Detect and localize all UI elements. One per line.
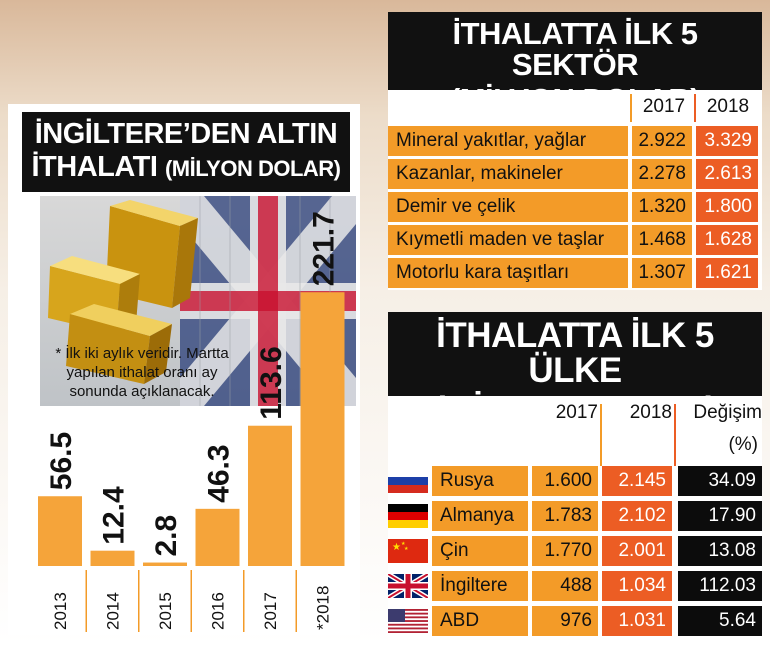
svg-text:★: ★ [401, 541, 406, 547]
country-name: İngiltere [432, 571, 528, 601]
gold-chart-footnote: * İlk iki aylık veridir. Martta yapılan … [55, 345, 229, 400]
bar [248, 425, 292, 566]
country-value-2017: 1.770 [532, 536, 598, 566]
countries-title-line1: İTHALATTA İLK 5 ÜLKE [436, 316, 714, 390]
bar-value-label: 46.3 [203, 444, 236, 502]
country-value-2018: 1.034 [602, 571, 672, 601]
gold-bar-chart: 56.5 2013 12.4 2014 2.8 2015 46.3 2016 113.6 2017… [38, 211, 345, 632]
country-value-2018: 1.031 [602, 606, 672, 636]
china-flag-icon: ★ ★★ [388, 539, 428, 563]
country-change-percent: 112.03 [678, 571, 762, 601]
sector-name: Kıymetli maden ve taşlar [388, 225, 628, 255]
bar [300, 292, 345, 566]
bar [38, 496, 82, 566]
svg-text:★: ★ [404, 546, 409, 552]
sector-row: Demir ve çelik 1.320 1.800 [388, 192, 762, 222]
sectors-title: İTHALATTA İLK 5 SEKTÖR (MİLYON DOLAR) [388, 12, 762, 115]
country-row: İngiltere 488 1.034 112.03 [388, 571, 762, 601]
countries-header-2017: 2017 [555, 402, 598, 423]
country-value-2018: 2.001 [602, 536, 672, 566]
countries-header-2018: 2018 [629, 402, 672, 423]
bar-value-label: 221.7 [308, 211, 341, 286]
bar-value-label: 56.5 [45, 432, 78, 490]
country-value-2017: 488 [532, 571, 598, 601]
countries-table: 2017 2018 Değişim (%) Rusya 1.600 2.145 34.… [388, 396, 762, 639]
sector-row: Kıymetli maden ve taşlar 1.468 1.628 [388, 225, 762, 255]
uk-flag-icon [388, 574, 428, 598]
country-value-2018: 2.145 [602, 466, 672, 496]
sectors-table: 2017 2018 Mineral yakıtlar, yağlar 2.922 3… [388, 90, 762, 290]
country-value-2017: 1.600 [532, 466, 598, 496]
bar-value-label: 12.4 [98, 486, 131, 545]
countries-header-change-unit: (%) [728, 434, 758, 455]
country-name: Çin [432, 536, 528, 566]
sector-value-2018: 2.613 [696, 159, 758, 189]
sector-row: Mineral yakıtlar, yağlar 2.922 3.329 [388, 126, 762, 156]
sector-row: Kazanlar, makineler 2.278 2.613 [388, 159, 762, 189]
bar-value-label: 113.6 [255, 346, 288, 419]
header-divider [674, 404, 676, 466]
sector-name: Kazanlar, makineler [388, 159, 628, 189]
svg-text:★: ★ [392, 542, 401, 553]
country-change-percent: 5.64 [678, 606, 762, 636]
sector-value-2018: 1.628 [696, 225, 758, 255]
bar-category-label: *2018 [314, 586, 333, 630]
bar-category-label: 2016 [209, 592, 228, 630]
sector-value-2018: 1.800 [696, 192, 758, 222]
gold-chart-title-line2: İTHALATI [31, 151, 158, 183]
sector-name: Mineral yakıtlar, yağlar [388, 126, 628, 156]
bar-category-label: 2015 [156, 592, 175, 630]
sector-value-2017: 1.307 [632, 258, 692, 288]
gold-chart-title-line1: İNGİLTERE’DEN ALTIN [34, 118, 338, 150]
sector-value-2017: 2.922 [632, 126, 692, 156]
sectors-title-line1: İTHALATTA İLK 5 SEKTÖR [452, 16, 698, 82]
bar-category-label: 2017 [261, 592, 280, 630]
country-name: Rusya [432, 466, 528, 496]
country-name: Almanya [432, 501, 528, 531]
sector-value-2017: 2.278 [632, 159, 692, 189]
gold-chart-title-unit: (MİLYON DOLAR) [164, 156, 341, 181]
sector-value-2017: 1.320 [632, 192, 692, 222]
country-value-2018: 2.102 [602, 501, 672, 531]
country-value-2017: 976 [532, 606, 598, 636]
sector-name: Motorlu kara taşıtları [388, 258, 628, 288]
sector-value-2018: 1.621 [696, 258, 758, 288]
sectors-header-2017: 2017 [642, 96, 686, 117]
bar-category-label: 2014 [104, 592, 123, 630]
country-row: Rusya 1.600 2.145 34.09 [388, 466, 762, 496]
countries-header-change: Değişim [693, 402, 762, 423]
country-row: Almanya 1.783 2.102 17.90 [388, 501, 762, 531]
countries-title: İTHALATTA İLK 5 ÜLKE (MİLYON DOLAR) [388, 312, 762, 427]
bar-value-label: 2.8 [150, 515, 183, 557]
header-divider [630, 94, 632, 122]
sector-row: Motorlu kara taşıtları 1.307 1.621 [388, 258, 762, 288]
country-row: ABD 976 1.031 5.64 [388, 606, 762, 636]
bar-category-label: 2013 [51, 592, 70, 630]
germany-flag-icon [388, 504, 428, 528]
usa-flag-icon [388, 609, 428, 633]
bar [195, 508, 240, 566]
bar [143, 562, 187, 566]
country-row: ★ ★ ★ Çin 1.770 2.001 13.08 [388, 536, 762, 566]
gold-chart-title: İNGİLTERE’DEN ALTIN İTHALATI (MİLYON DOL… [22, 112, 350, 192]
russia-flag-icon [388, 469, 428, 493]
country-value-2017: 1.783 [532, 501, 598, 531]
gold-import-panel: İNGİLTERE’DEN ALTIN İTHALATI (MİLYON DOL… [8, 104, 360, 635]
country-name: ABD [432, 606, 528, 636]
sector-value-2017: 1.468 [632, 225, 692, 255]
country-change-percent: 13.08 [678, 536, 762, 566]
bar [90, 550, 135, 566]
sector-name: Demir ve çelik [388, 192, 628, 222]
header-divider [600, 404, 602, 466]
header-divider [694, 94, 696, 122]
country-change-percent: 17.90 [678, 501, 762, 531]
sector-value-2018: 3.329 [696, 126, 758, 156]
gold-bars-image [48, 200, 198, 384]
sectors-header-2018: 2018 [706, 96, 750, 117]
country-change-percent: 34.09 [678, 466, 762, 496]
gold-chart-title-line2-wrap: İTHALATI (MİLYON DOLAR) [22, 149, 350, 182]
